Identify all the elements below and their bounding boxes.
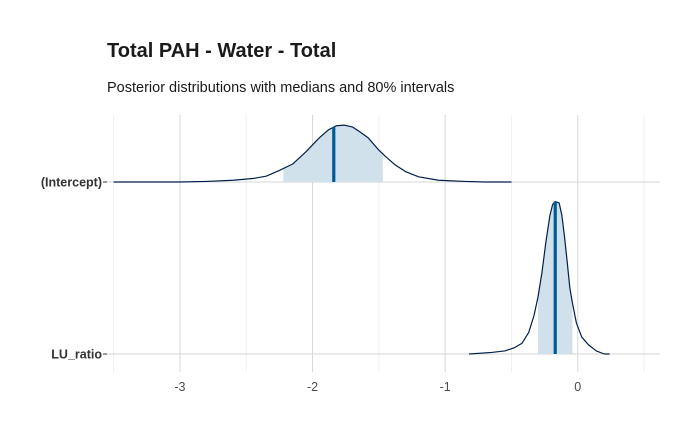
y-tick-label: LU_ratio <box>51 348 102 362</box>
x-tick-label: -3 <box>174 380 185 394</box>
chart-title: Total PAH - Water - Total <box>107 40 336 62</box>
y-axis: (Intercept) LU_ratio <box>41 176 107 362</box>
ridge-0 <box>113 124 512 183</box>
ridge-1 <box>468 200 610 355</box>
ridges <box>113 124 610 355</box>
x-tick-label: 0 <box>574 380 581 394</box>
chart-subtitle: Posterior distributions with medians and… <box>107 80 454 96</box>
x-axis: -3 -2 -1 0 <box>174 380 581 394</box>
x-tick-label: -2 <box>307 380 318 394</box>
x-tick-label: -1 <box>440 380 451 394</box>
y-tick-label: (Intercept) <box>41 176 102 190</box>
density-curve <box>113 124 512 183</box>
grid <box>107 115 660 372</box>
